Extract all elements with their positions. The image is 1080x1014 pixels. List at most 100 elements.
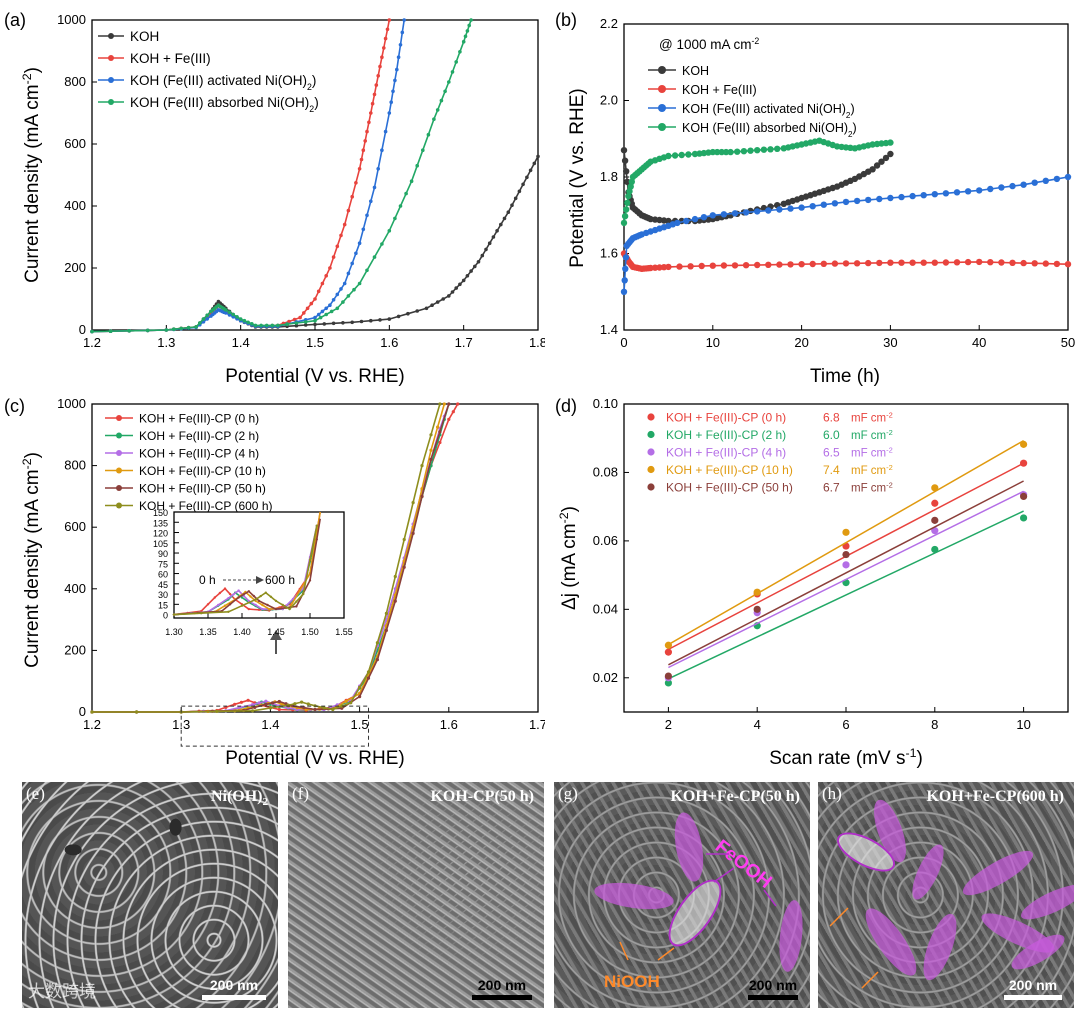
data-point	[1042, 177, 1049, 184]
scale-line	[748, 995, 798, 1000]
data-point	[987, 185, 994, 193]
legend-marker	[116, 432, 122, 439]
data-point	[1009, 259, 1016, 266]
data-point	[491, 235, 496, 239]
x-axis-label: Scan rate (mV s-1)	[769, 746, 923, 769]
data-point	[393, 78, 397, 83]
data-point	[257, 701, 261, 705]
data-point	[340, 706, 344, 710]
data-point	[842, 550, 850, 559]
data-point	[502, 216, 507, 221]
data-point	[438, 440, 442, 445]
data-point	[127, 329, 131, 333]
legend-marker	[116, 467, 122, 474]
data-point	[335, 244, 340, 249]
data-point	[931, 191, 938, 198]
data-point	[402, 565, 406, 569]
data-point	[328, 266, 332, 270]
data-point	[865, 259, 872, 267]
y-tick-label: 0	[163, 611, 168, 621]
legend-entry: KOH + Fe(III)-CP (0 h)	[666, 411, 786, 425]
y-tick-label: 1.6	[600, 246, 618, 261]
data-point	[228, 592, 232, 596]
data-point	[876, 259, 883, 267]
scale-label: 200 nm	[477, 977, 527, 993]
data-point	[387, 317, 392, 321]
data-point	[383, 129, 388, 134]
legend-entry: KOH + Fe(III)-CP (50 h)	[139, 482, 266, 496]
data-point	[435, 108, 440, 112]
data-point	[315, 538, 318, 541]
data-point	[753, 588, 761, 596]
data-point	[331, 707, 335, 712]
legend-entry: KOH + Fe(III)	[130, 51, 211, 66]
y-tick-label: 600	[64, 136, 86, 151]
data-point	[246, 320, 250, 325]
data-point	[674, 219, 681, 227]
data-point	[257, 599, 261, 603]
data-point	[447, 417, 451, 421]
x-tick-label: 50	[1061, 335, 1075, 350]
data-point	[447, 402, 451, 406]
panel-label-h: (h)	[822, 784, 842, 803]
data-point	[411, 531, 415, 535]
sem-panel-h: (h) KOH+Fe-CP(600 h) 200 nm	[818, 782, 1074, 1008]
data-point	[876, 195, 883, 203]
data-point	[664, 641, 672, 649]
chart-c: 1.2 1.3 1.4 1.5 1.6 1.702004006008001000(c)Po…	[4, 396, 545, 769]
data-point	[369, 199, 373, 204]
data-point	[624, 199, 631, 206]
y-tick-label: 0	[79, 704, 86, 719]
data-point	[350, 194, 355, 199]
data-point	[237, 589, 240, 592]
data-point	[309, 301, 314, 306]
data-point	[528, 168, 533, 173]
data-point	[920, 192, 927, 199]
data-point	[424, 306, 429, 311]
data-point	[281, 603, 284, 607]
data-point	[357, 241, 362, 245]
x-tick-label: 4	[754, 717, 761, 732]
x-tick-label: 20	[794, 335, 808, 350]
data-point	[842, 561, 850, 569]
series-line	[623, 176, 1069, 292]
data-point	[322, 706, 326, 710]
data-point	[354, 251, 358, 256]
x-tick-label: 1.55	[335, 627, 353, 637]
data-point	[369, 318, 373, 323]
data-point	[404, 191, 408, 196]
data-point	[774, 145, 781, 152]
legend-entry: KOH	[682, 64, 709, 78]
x-tick-label: 1.3	[157, 335, 175, 350]
data-point	[194, 325, 198, 329]
data-point	[953, 189, 961, 196]
data-point	[458, 282, 462, 287]
sem-title-e: Ni(OH)2	[210, 788, 268, 809]
data-point	[664, 672, 672, 680]
sem-texture	[818, 782, 1074, 1008]
legend-marker	[116, 450, 122, 456]
data-point	[931, 516, 939, 524]
legend-marker	[108, 33, 114, 39]
data-point	[242, 593, 245, 596]
data-point	[237, 596, 240, 599]
legend-marker	[658, 123, 666, 131]
legend-value: 7.4	[823, 463, 840, 477]
data-point	[389, 100, 394, 104]
panel-label: (d)	[555, 396, 577, 416]
data-point	[831, 200, 839, 207]
scale-bar-e: 200 nm	[202, 977, 266, 1000]
data-point	[215, 709, 219, 713]
data-point	[376, 167, 381, 171]
y-tick-label: 1.4	[600, 322, 618, 337]
data-point	[350, 261, 355, 266]
annotation-arrows	[619, 853, 777, 961]
data-point	[261, 603, 264, 607]
data-point	[898, 259, 905, 266]
data-point	[344, 699, 348, 703]
data-point	[1031, 260, 1038, 267]
data-point	[217, 603, 220, 607]
data-point	[387, 111, 392, 115]
x-tick-label: 1.6	[440, 717, 458, 732]
data-point	[442, 402, 446, 406]
